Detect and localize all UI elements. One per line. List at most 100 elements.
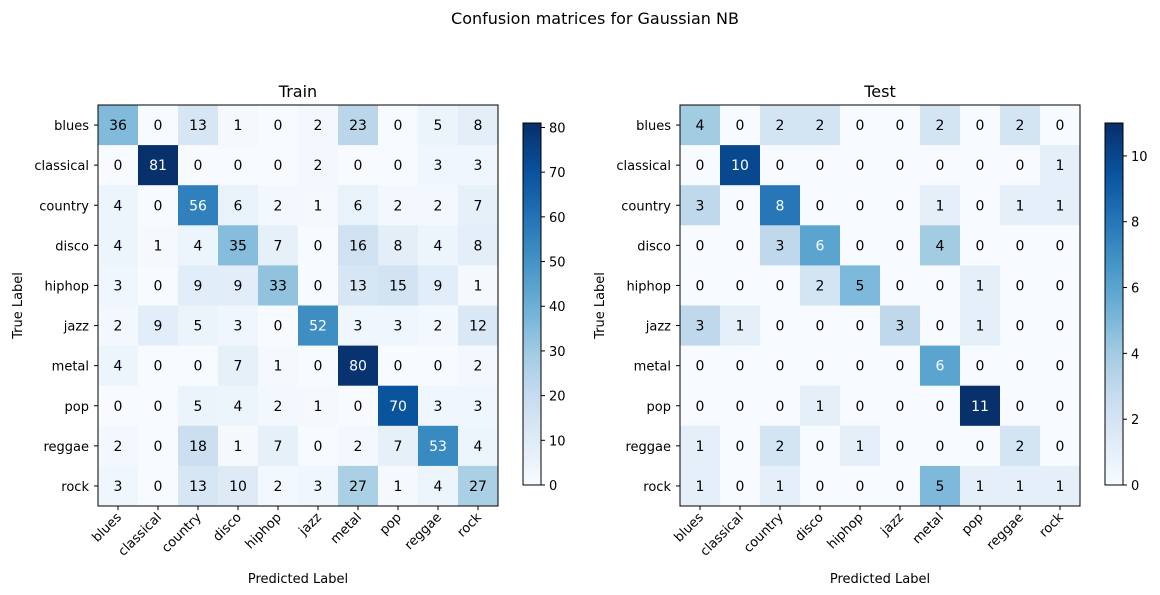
heatmap-cell — [218, 225, 259, 266]
cell-value-label: 2 — [816, 118, 825, 134]
heatmap-cell — [800, 225, 841, 266]
cell-value-label: 9 — [194, 278, 203, 294]
cell-value-label: 2 — [114, 319, 123, 335]
colorbar-segment — [1105, 162, 1123, 166]
cell-value-label: 2 — [274, 479, 283, 495]
heatmap-cell — [720, 425, 761, 467]
heatmap-cell — [418, 465, 459, 507]
colorbar-segment — [1105, 370, 1123, 374]
heatmap-cell — [1040, 465, 1081, 507]
cell-value-label: 5 — [936, 479, 945, 495]
colorbar-segment — [523, 141, 541, 145]
heatmap-cell — [760, 145, 801, 186]
heatmap-cell — [680, 345, 721, 387]
colorbar-segment — [523, 430, 541, 435]
colorbar-segment — [523, 156, 541, 160]
heatmap-cell — [960, 425, 1001, 467]
heatmap-cell — [680, 265, 721, 306]
heatmap-cell — [138, 425, 179, 467]
heatmap-cell — [840, 225, 881, 266]
colorbar-segment — [523, 246, 541, 251]
heatmap-cell — [338, 105, 379, 146]
heatmap-cell — [760, 185, 801, 226]
x-tick-label: blues — [90, 510, 125, 545]
y-tick-label: disco — [55, 239, 89, 254]
heatmap-cell — [298, 345, 339, 387]
heatmap-cell — [840, 385, 881, 427]
colorbar-segment — [1105, 153, 1123, 157]
cell-value-label: 0 — [976, 238, 985, 254]
colorbar-segment — [1105, 291, 1123, 296]
cell-value-label: 0 — [776, 399, 785, 415]
colorbar-segment — [1105, 189, 1123, 193]
heatmap-cell — [920, 225, 961, 266]
colorbar-segment — [523, 442, 541, 447]
heatmap-cell — [178, 465, 219, 507]
heatmap-cell — [920, 385, 961, 427]
heatmap-cell — [800, 145, 841, 186]
colorbar-segment — [523, 352, 541, 356]
heatmap-cell — [760, 105, 801, 146]
cell-value-label: 0 — [776, 158, 785, 174]
colorbar-segment — [523, 231, 541, 236]
heatmap-cell — [920, 345, 961, 387]
colorbar-segment — [1105, 463, 1123, 468]
cell-value-label: 2 — [354, 439, 363, 455]
cell-value-label: 0 — [896, 278, 905, 294]
heatmap-cell — [378, 265, 419, 306]
heatmap-cell — [338, 425, 379, 467]
cell-value-label: 0 — [856, 118, 865, 134]
cell-value-label: 3 — [896, 319, 905, 335]
cell-value-label: 0 — [314, 278, 323, 294]
colorbar-segment — [523, 463, 541, 468]
cell-value-label: 0 — [856, 319, 865, 335]
cell-value-label: 3 — [114, 479, 123, 495]
heatmap-cell — [458, 385, 499, 427]
colorbar-segment — [1105, 231, 1123, 236]
cell-value-label: 1 — [816, 399, 825, 415]
y-axis-label: True Label — [593, 272, 608, 340]
colorbar-segment — [1105, 355, 1123, 359]
colorbar-segment — [1105, 400, 1123, 405]
heatmap-cell — [720, 145, 761, 186]
heatmap-cell — [880, 305, 921, 347]
x-tick-label: rock — [1037, 510, 1068, 541]
heatmap-cell — [298, 265, 339, 306]
cell-value-label: 4 — [114, 198, 123, 214]
cell-value-label: 9 — [434, 278, 443, 294]
y-tick-label: jazz — [645, 320, 671, 335]
heatmap-cell — [1000, 225, 1041, 266]
colorbar-segment — [523, 168, 541, 172]
cell-value-label: 1 — [856, 439, 865, 455]
cell-value-label: 2 — [434, 198, 443, 214]
cell-value-label: 3 — [394, 319, 403, 335]
colorbar-segment — [1105, 156, 1123, 160]
cell-value-label: 0 — [194, 359, 203, 375]
heatmap-cell — [298, 385, 339, 427]
colorbar-segment — [1105, 328, 1123, 332]
colorbar-segment — [523, 358, 541, 362]
heatmap-cell — [178, 425, 219, 467]
colorbar-segment — [1105, 451, 1123, 456]
cell-value-label: 0 — [1056, 319, 1065, 335]
heatmap-cell — [680, 105, 721, 146]
colorbar-segment — [523, 300, 541, 305]
colorbar-segment — [1105, 300, 1123, 305]
cell-value-label: 0 — [274, 319, 283, 335]
heatmap-cell — [418, 305, 459, 347]
colorbar-segment — [1105, 457, 1123, 462]
heatmap-cell — [458, 265, 499, 306]
colorbar-segment — [523, 379, 541, 384]
colorbar-segment — [1105, 442, 1123, 447]
colorbar-segment — [1105, 460, 1123, 465]
cell-value-label: 0 — [856, 198, 865, 214]
cell-value-label: 0 — [314, 238, 323, 254]
heatmap-cell — [218, 425, 259, 467]
cell-value-label: 80 — [349, 359, 367, 375]
cell-value-label: 2 — [816, 278, 825, 294]
y-tick-label: disco — [637, 239, 671, 254]
heatmap-cell — [760, 225, 801, 266]
cell-value-label: 15 — [389, 278, 407, 294]
colorbar-segment — [523, 201, 541, 206]
colorbar-segment — [1105, 337, 1123, 341]
